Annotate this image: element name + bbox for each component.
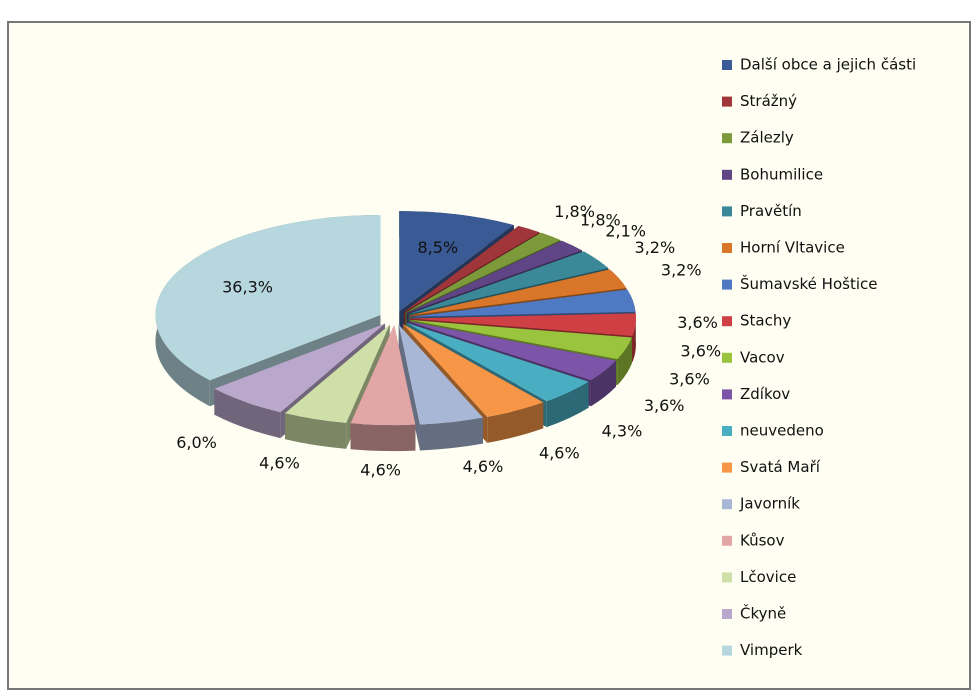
pie-slice: [398, 324, 483, 451]
legend-swatch: [722, 60, 732, 70]
legend-label: Kůsov: [740, 531, 785, 549]
slice-top: [399, 211, 514, 312]
legend-swatch: [722, 609, 732, 619]
legend-swatch: [722, 96, 732, 107]
data-label: 4,6%: [463, 457, 504, 476]
slice-top: [405, 232, 561, 313]
slice-side: [398, 324, 420, 451]
slice-top: [410, 289, 636, 317]
legend-label: Lčovice: [740, 568, 796, 586]
legend-swatch: [722, 206, 732, 217]
slice-top: [350, 325, 416, 426]
legend-swatch: [722, 316, 732, 327]
data-label: 4,3%: [602, 421, 643, 440]
slice-wall: [214, 388, 281, 439]
data-label: 36,3%: [222, 277, 273, 296]
legend-swatch: [722, 535, 732, 546]
slice-top: [406, 240, 582, 314]
legend-swatch: [722, 572, 732, 583]
slice-top: [410, 313, 636, 336]
legend-label: neuvedeno: [740, 422, 824, 440]
data-label: 8,5%: [417, 238, 458, 257]
data-label: 3,2%: [635, 238, 676, 257]
slice-wall: [546, 381, 589, 428]
legend-label: Stachy: [740, 312, 791, 330]
slice-top: [408, 321, 616, 381]
data-label: 6,0%: [176, 433, 217, 452]
legend-swatch: [722, 169, 732, 180]
slice-wall: [419, 417, 483, 451]
slice-wall: [350, 423, 416, 452]
pie-slice: [350, 325, 416, 452]
legend-swatch: [722, 352, 732, 363]
data-label: 4,6%: [539, 443, 580, 462]
legend-swatch: [722, 243, 732, 253]
data-label: 3,6%: [677, 313, 718, 332]
legend-swatch: [722, 499, 732, 510]
legend-label: Javorník: [739, 495, 800, 513]
slice-top: [155, 215, 381, 381]
slice-top: [410, 320, 632, 360]
slice-wall: [285, 413, 347, 449]
legend-label: Vacov: [740, 348, 785, 366]
legend-label: Vimperk: [740, 641, 803, 659]
legend-label: Zdíkov: [740, 385, 790, 403]
data-label: 2,1%: [605, 221, 646, 240]
slice-top: [403, 226, 540, 313]
data-label: 4,6%: [259, 453, 300, 472]
data-label: 1,8%: [554, 202, 595, 221]
legend-label: Šumavské Hoštice: [740, 274, 877, 293]
slice-wall: [487, 402, 544, 443]
legend-swatch: [722, 389, 732, 400]
legend-label: Čkyně: [740, 604, 786, 623]
slice-wall: [590, 360, 616, 407]
data-label: 3,6%: [680, 341, 721, 360]
legend-swatch: [722, 426, 732, 436]
slice-wall: [632, 313, 636, 362]
slice-wall: [617, 337, 632, 386]
slice-top: [214, 323, 386, 413]
slice-top: [409, 269, 627, 316]
data-label: 3,6%: [644, 396, 685, 415]
legend-label: Strážný: [740, 92, 797, 110]
data-label: 3,2%: [661, 261, 702, 280]
legend-label: Bohumilice: [740, 165, 823, 183]
legend-label: Svatá Maří: [740, 458, 821, 476]
legend-swatch: [722, 133, 732, 144]
slice-top: [408, 251, 609, 315]
legend-label: Horní Vltavice: [740, 239, 845, 257]
slice-top: [403, 324, 544, 417]
legend-swatch: [722, 279, 732, 290]
data-label: 4,6%: [360, 460, 401, 479]
legend-label: Zálezly: [740, 129, 794, 147]
data-label: 1,8%: [580, 211, 621, 230]
legend-label: Další obce a jejich části: [740, 56, 916, 74]
slice-top: [406, 322, 589, 402]
slice-top: [285, 324, 390, 423]
slice-top: [398, 324, 483, 425]
data-label: 3,6%: [669, 370, 710, 389]
legend-swatch: [722, 462, 732, 473]
legend-label: Pravětín: [740, 202, 802, 220]
legend-swatch: [722, 645, 732, 656]
